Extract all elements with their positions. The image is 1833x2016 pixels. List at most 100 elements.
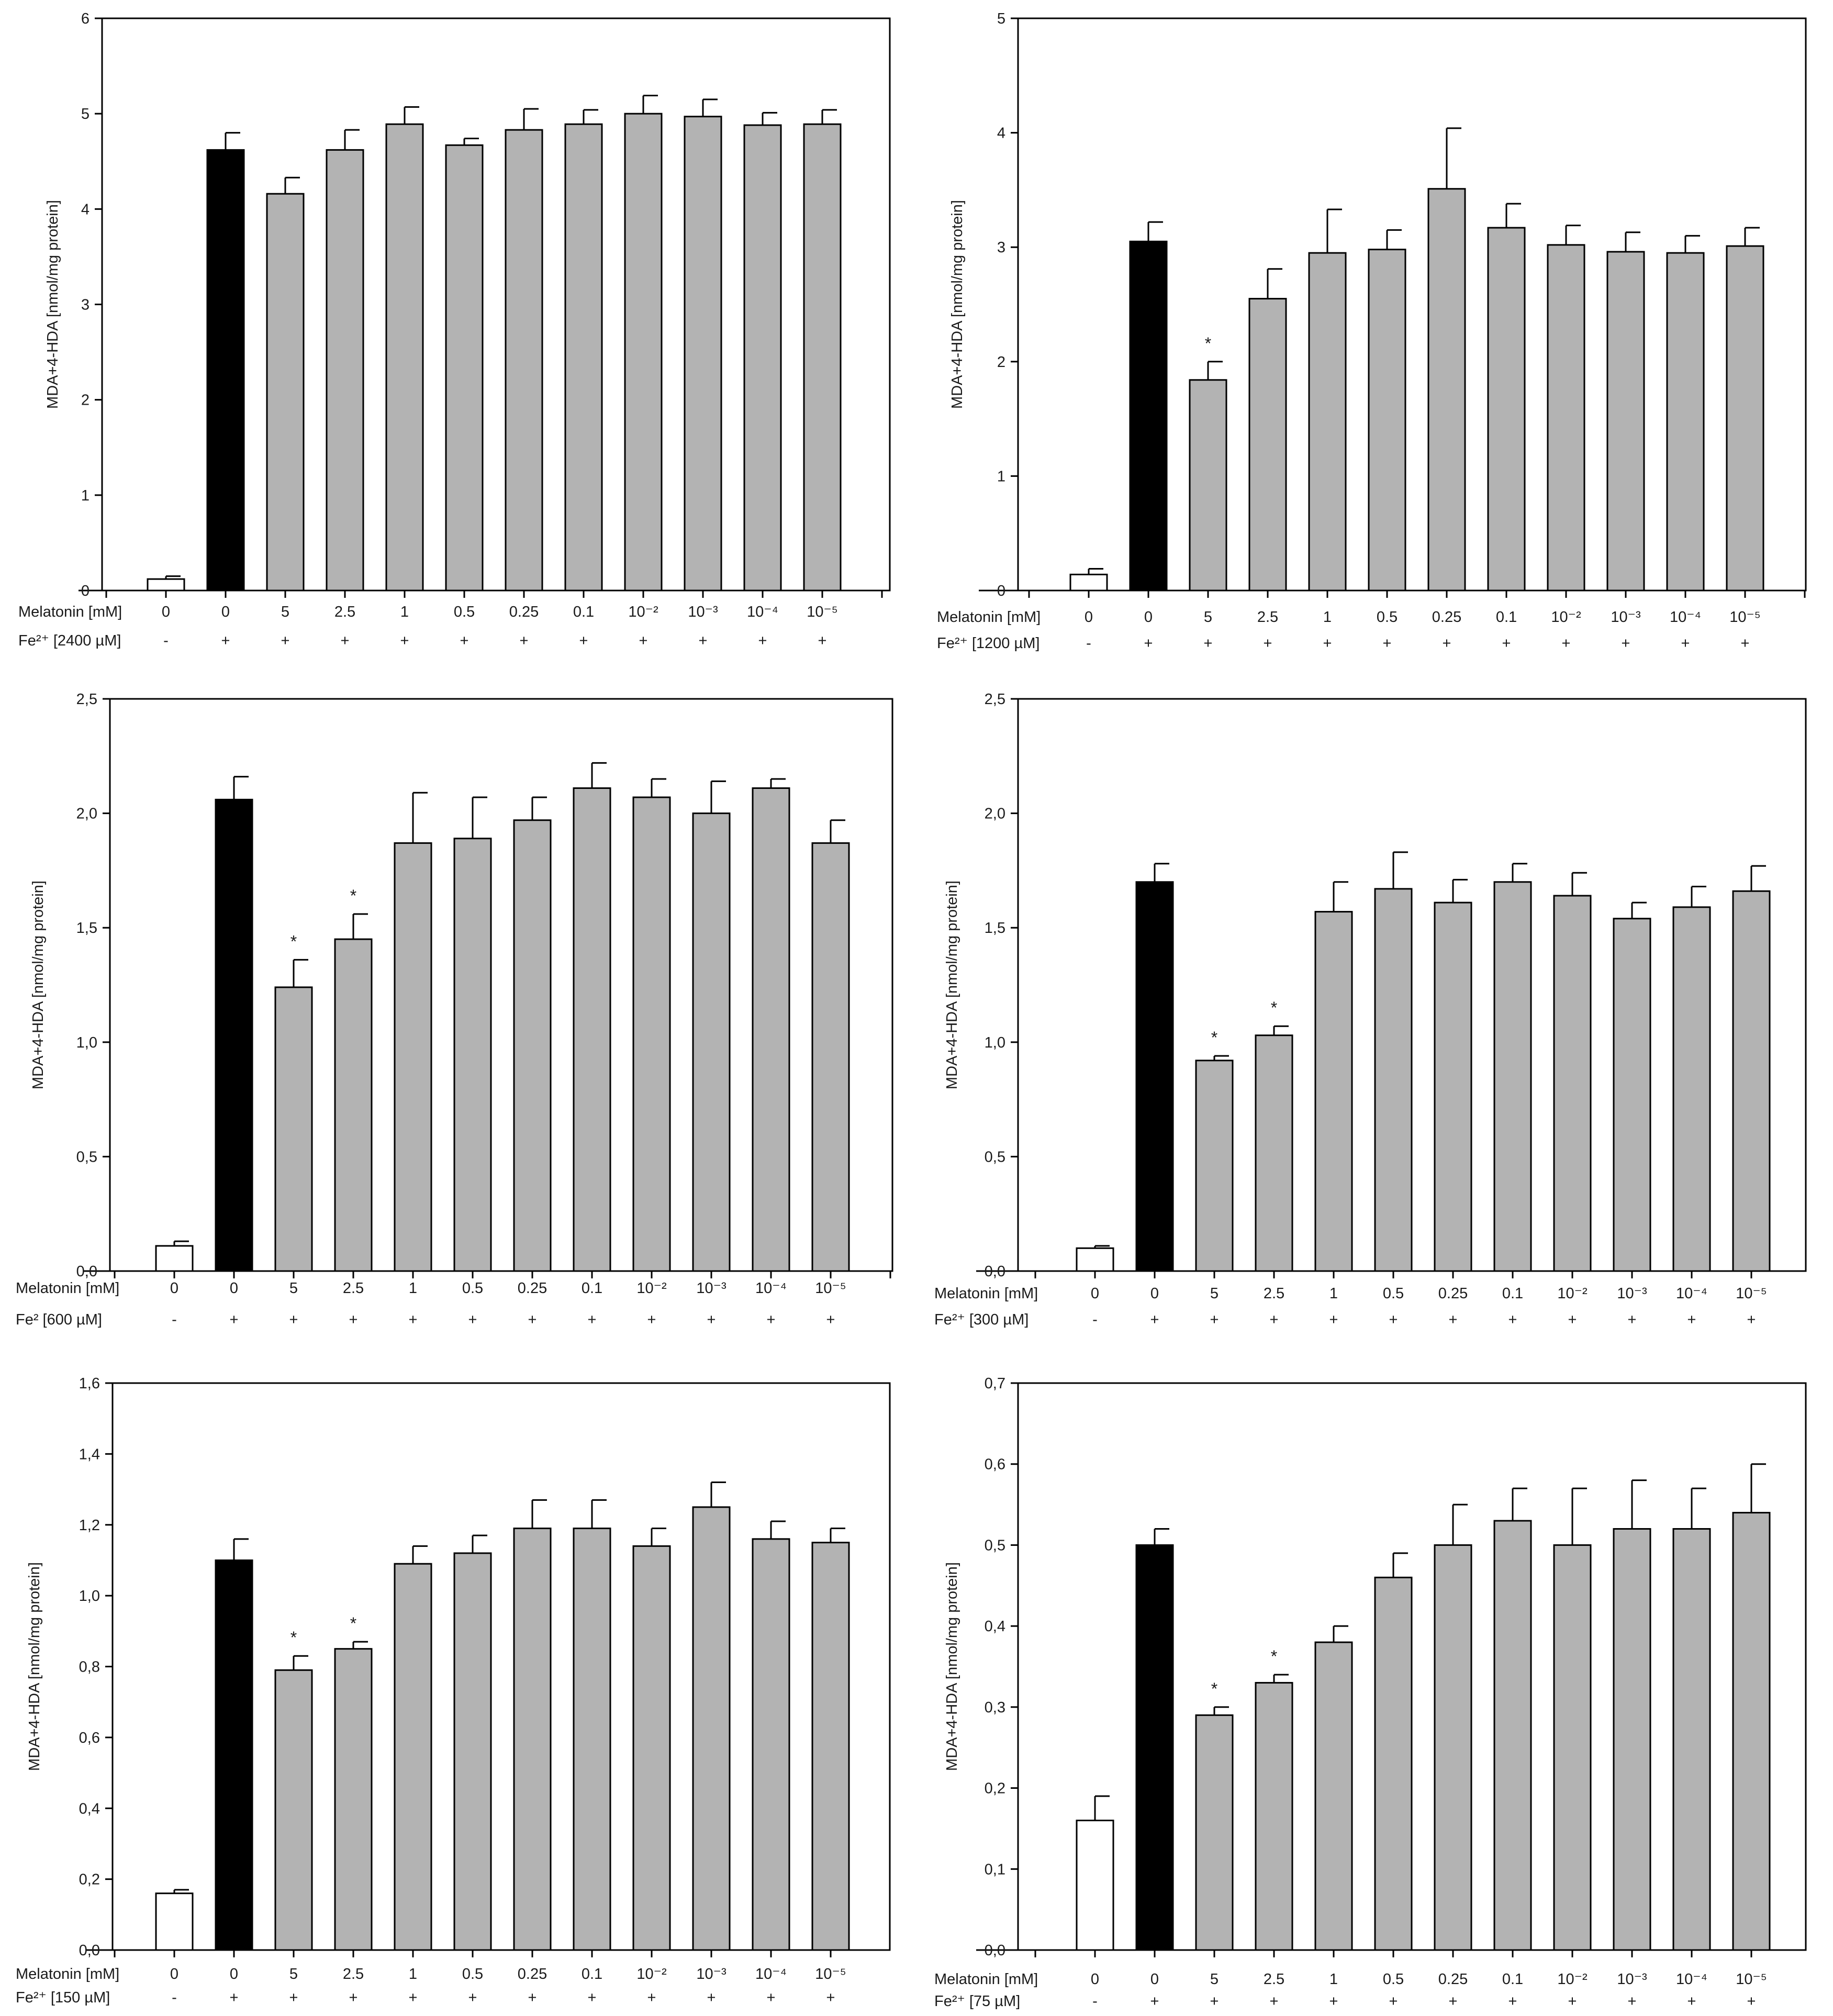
x-tick-label: 0 — [1150, 1971, 1159, 1988]
bar — [215, 1559, 253, 1951]
x-tick-label: 2.5 — [1257, 609, 1278, 626]
x-tick-label: 0 — [230, 1280, 238, 1297]
y-axis-label: MDA+4-HDA [nmol/mg protein] — [44, 200, 61, 409]
bar — [1613, 1528, 1651, 1951]
fe-row-label: Fe²⁺ [2400 µM] — [18, 632, 121, 649]
y-tick-label: 1,5 — [985, 920, 1005, 937]
bar — [564, 123, 603, 592]
bar — [743, 124, 782, 592]
x-tick-label: 2.5 — [343, 1966, 364, 1982]
x-tick-label: 0 — [1085, 609, 1093, 626]
y-axis-label: MDA+4-HDA [nmol/mg protein] — [26, 1562, 43, 1771]
fe-presence-label: + — [1681, 635, 1690, 652]
y-tick-label: 0,0 — [985, 1942, 1005, 1959]
x-tick-label: 10⁻² — [628, 604, 658, 620]
y-tick-label: 0,1 — [985, 1861, 1005, 1878]
bar — [1732, 890, 1771, 1272]
y-tick-label: 0,5 — [985, 1149, 1005, 1165]
significance-mark: * — [1211, 1028, 1217, 1047]
bar — [1487, 227, 1526, 592]
x-tick-label: 0 — [1091, 1285, 1099, 1302]
significance-mark: * — [350, 1614, 356, 1633]
y-tick-label: 1,0 — [79, 1588, 100, 1605]
y-tick-label: 1,4 — [79, 1446, 100, 1463]
fe-presence-label: + — [1389, 1993, 1398, 2010]
fe-presence-label: + — [221, 632, 230, 649]
y-tick-label: 2 — [81, 392, 90, 409]
y-tick-label: 0,7 — [985, 1375, 1005, 1392]
fe-presence-label: + — [1443, 635, 1451, 652]
fe-presence-label: + — [767, 1989, 776, 2006]
melatonin-row-label: Melatonin [mM] — [934, 1285, 1038, 1302]
y-tick-label: 0,0 — [76, 1263, 97, 1280]
y-tick-label: 0,6 — [985, 1456, 1005, 1473]
fe-presence-label: + — [699, 632, 708, 649]
y-tick-label: 1 — [997, 468, 1005, 485]
fe-presence-label: + — [230, 1311, 239, 1328]
fe-presence-label: + — [528, 1989, 537, 2006]
chart-panel-4: 0,0 0,5 1,0 1,5 2,0 2,5 MDA+4-HDA [nmol/mg pro… — [934, 691, 1807, 1328]
y-axis-label: MDA+4-HDA [nmol/mg protein] — [944, 1562, 960, 1771]
x-tick-label: 10⁻⁵ — [1736, 1971, 1767, 1988]
y-tick-label: 4 — [997, 125, 1005, 142]
y-tick-label: 1,0 — [985, 1034, 1005, 1051]
x-tick-label: 10⁻⁵ — [815, 1280, 846, 1297]
fe-presence-label: + — [1562, 635, 1571, 652]
x-tick-label: 0 — [1144, 609, 1153, 626]
significance-mark: * — [1211, 1679, 1217, 1698]
bar — [1368, 249, 1406, 592]
x-tick-label: 2.5 — [343, 1280, 364, 1297]
bar — [266, 193, 305, 592]
chart-panel-6: 0,0 0,1 0,2 0,3 0,4 0,5 0,6 0,7 MDA+4-HDA [nmol/… — [934, 1375, 1807, 2010]
x-tick-label: 10⁻⁵ — [807, 604, 838, 620]
bar — [1314, 911, 1353, 1272]
bar — [684, 116, 722, 592]
y-tick-label: 0 — [81, 583, 90, 599]
x-tick-label: 0.5 — [454, 604, 475, 620]
fe-presence-label: + — [588, 1311, 597, 1328]
bar — [1374, 888, 1413, 1272]
x-tick-label: 0.5 — [1383, 1285, 1404, 1302]
bar — [215, 798, 253, 1272]
bar — [1195, 1060, 1234, 1272]
bar — [1135, 881, 1174, 1272]
bar — [155, 1245, 194, 1272]
bar — [453, 838, 492, 1272]
y-tick-label: 0,5 — [76, 1149, 97, 1165]
melatonin-row-label: Melatonin [mM] — [937, 609, 1041, 626]
bar — [1726, 245, 1764, 592]
bar — [1308, 252, 1347, 592]
bar — [692, 812, 731, 1272]
x-tick-label: 2.5 — [1264, 1285, 1284, 1302]
x-tick-label: 10⁻² — [636, 1966, 667, 1982]
fe-row-label: Fe²⁺ [300 µM] — [934, 1311, 1029, 1328]
x-tick-label: 0.1 — [573, 604, 594, 620]
bar — [1427, 188, 1466, 592]
x-tick-label: 0.1 — [582, 1280, 602, 1297]
y-tick-label: 2,5 — [985, 691, 1005, 708]
x-tick-label: 2.5 — [1264, 1971, 1284, 1988]
fe-presence-label: + — [409, 1989, 418, 2006]
fe-row-label: Fe²⁺ [1200 µM] — [937, 635, 1040, 652]
y-tick-label: 0,3 — [985, 1699, 1005, 1716]
bar — [453, 1552, 492, 1951]
x-tick-label: 5 — [1210, 1285, 1219, 1302]
y-tick-label: 0,0 — [985, 1263, 1005, 1280]
y-tick-label: 0,2 — [985, 1780, 1005, 1797]
bar — [274, 986, 313, 1272]
bar — [1255, 1034, 1293, 1272]
fe-presence-label: + — [289, 1311, 298, 1328]
chart-panel-3: 0,0 0,5 1,0 1,5 2,0 2,5 MDA+4-HDA [nmol/mg pro… — [16, 691, 893, 1328]
fe-presence-label: + — [1150, 1311, 1159, 1328]
y-tick-label: 2,0 — [76, 806, 97, 822]
fe-presence-label: + — [409, 1311, 418, 1328]
bar — [573, 1528, 611, 1951]
fe-presence-label: + — [707, 1311, 716, 1328]
fe-presence-label: + — [1144, 635, 1153, 652]
y-tick-label: 1,0 — [76, 1034, 97, 1051]
bar — [1553, 1544, 1592, 1951]
x-tick-label: 0.5 — [462, 1280, 483, 1297]
fe-presence-label: + — [1329, 1993, 1338, 2010]
bar — [1076, 1819, 1114, 1951]
fe-presence-label: + — [520, 632, 529, 649]
